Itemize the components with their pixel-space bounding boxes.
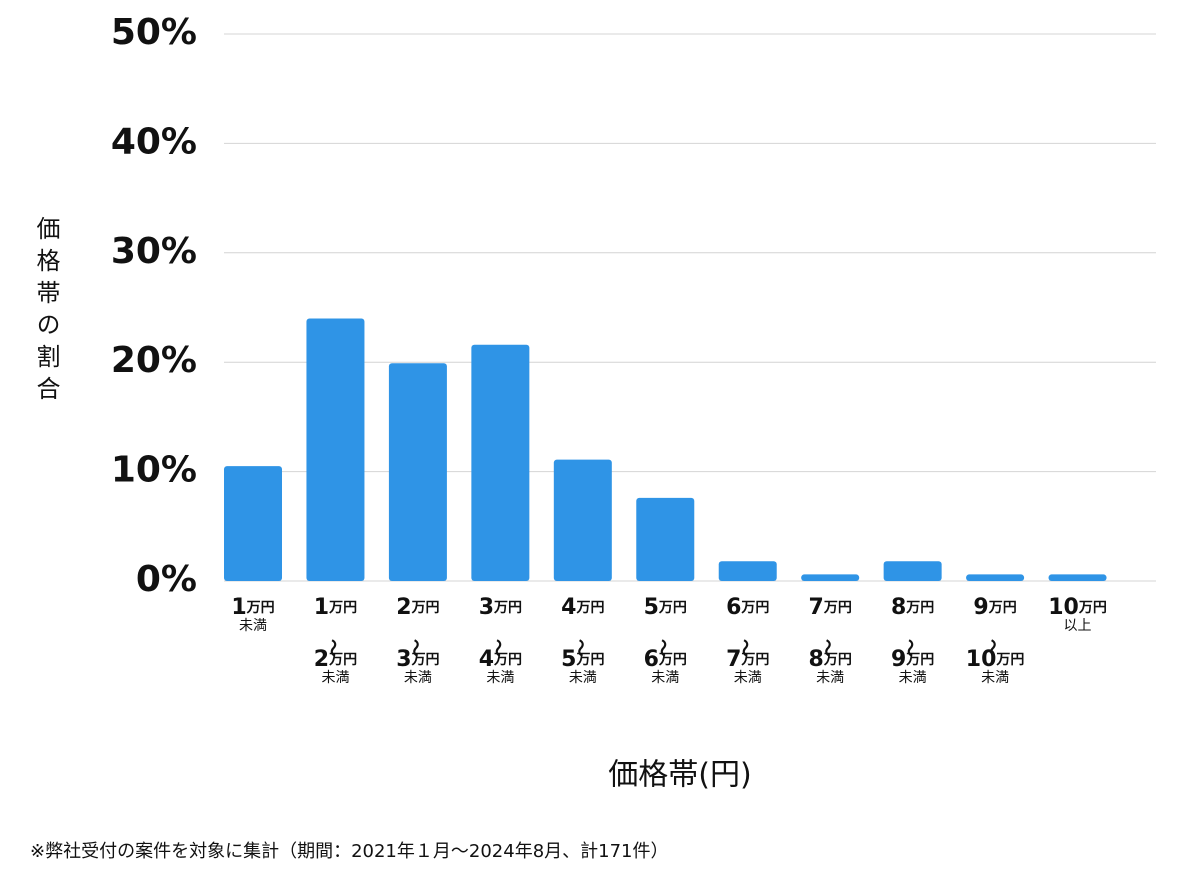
x-tick-label: 4万円～5万円未満 <box>561 595 604 686</box>
y-tick-label: 20% <box>111 340 197 381</box>
bar <box>306 318 365 581</box>
x-tick-label: 10万円以上 <box>1048 595 1107 634</box>
y-tick-label: 40% <box>111 121 197 162</box>
x-tick-label: 9万円～10万円未満 <box>966 595 1025 686</box>
bar <box>883 561 942 581</box>
bar <box>966 574 1025 581</box>
bar <box>553 459 612 581</box>
x-tick-label: 5万円～6万円未満 <box>644 595 687 686</box>
x-tick-label: 6万円～7万円未満 <box>726 595 769 686</box>
x-tick-label: 3万円～4万円未満 <box>479 595 522 686</box>
x-axis-label: 価格帯(円) <box>608 758 751 793</box>
y-tick-label: 10% <box>111 450 197 491</box>
x-tick-label: 2万円～3万円未満 <box>396 595 439 686</box>
y-tick-label: 0% <box>136 559 197 600</box>
bar <box>224 466 282 581</box>
x-tick-label: 1万円未満 <box>231 595 274 634</box>
bar <box>471 344 530 581</box>
y-tick-label: 30% <box>111 231 197 272</box>
bar <box>718 561 777 581</box>
y-tick-label: 50% <box>111 12 197 53</box>
x-tick-label: 7万円～8万円未満 <box>809 595 852 686</box>
bar <box>801 574 860 581</box>
bar <box>388 363 447 581</box>
x-tick-label: 8万円～9万円未満 <box>891 595 934 686</box>
y-axis-label: 価格帯の割合 <box>32 216 60 408</box>
bar <box>636 497 695 581</box>
bar <box>1048 574 1107 581</box>
x-tick-label: 1万円～2万円未満 <box>314 595 357 686</box>
footnote: ※弊社受付の案件を対象に集計（期間：2021年１月～2024年8月、計171件） <box>30 841 669 862</box>
